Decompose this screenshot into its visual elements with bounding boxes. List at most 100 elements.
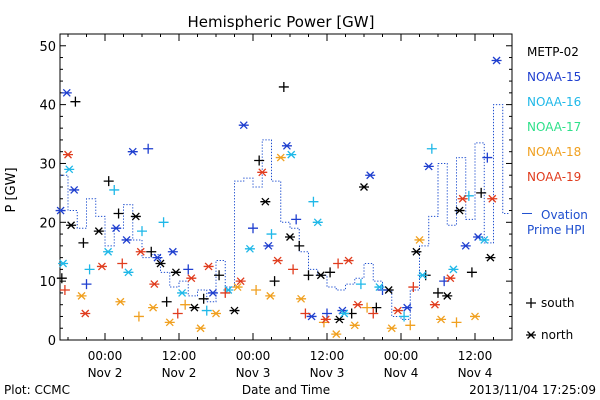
x-tick-time-label: 12:00 — [162, 349, 197, 363]
south-marker — [146, 246, 157, 257]
north-marker — [76, 291, 87, 300]
north-marker — [334, 315, 345, 324]
north-marker — [55, 206, 66, 215]
north-marker — [414, 236, 425, 244]
north-marker — [203, 262, 214, 271]
north-marker — [429, 300, 440, 309]
south-marker — [288, 264, 299, 275]
legend-entry: NOAA-18 — [527, 145, 581, 159]
south-marker — [362, 302, 373, 313]
north-marker — [152, 253, 163, 262]
x-axis: 00:00 Nov 2 12:00 Nov 2 00:00 Nov 3 12:00 Nov 3… — [67, 34, 513, 380]
south-marker — [526, 298, 536, 308]
x-tick-date-label: Nov 3 — [236, 366, 271, 380]
south-marker — [201, 305, 212, 316]
north-marker — [402, 303, 413, 312]
north-marker — [423, 162, 434, 171]
north-marker — [312, 218, 323, 227]
south-marker — [322, 308, 332, 319]
x-tick-time-label: 12:00 — [310, 349, 345, 363]
north-marker — [111, 224, 122, 233]
footer-plot-credit: Plot: CCMC — [4, 383, 70, 397]
north-marker — [411, 247, 422, 256]
north-marker — [479, 236, 490, 244]
north-marker — [260, 197, 271, 206]
x-tick-time-label: 00:00 — [88, 349, 123, 363]
north-marker — [167, 247, 178, 256]
y-tick-label: 40 — [39, 99, 56, 114]
x-tick-date-label: Nov 2 — [162, 366, 197, 380]
south-marker — [451, 317, 462, 328]
south-marker — [84, 264, 95, 275]
series-noaa-16 — [58, 143, 490, 322]
north-marker — [195, 324, 206, 333]
north-marker — [281, 141, 292, 150]
legend-entry: NOAA-17 — [527, 120, 581, 134]
north-marker — [491, 56, 502, 65]
south-marker — [466, 267, 477, 278]
north-marker — [296, 294, 307, 303]
north-marker — [365, 171, 376, 180]
north-marker — [244, 244, 255, 253]
south-marker — [399, 311, 410, 322]
x-tick-time-label: 12:00 — [458, 349, 493, 363]
north-marker — [275, 153, 286, 162]
south-marker — [161, 296, 172, 307]
legend-marker-label: south — [541, 296, 575, 310]
south-marker — [476, 187, 487, 198]
north-marker — [96, 262, 107, 271]
x-tick-time-label: 00:00 — [236, 349, 271, 363]
south-marker — [81, 279, 92, 290]
south-marker — [482, 152, 493, 163]
south-marker — [333, 258, 344, 269]
x-tick-time-label: 00:00 — [384, 349, 419, 363]
south-marker — [371, 302, 382, 313]
south-marker — [251, 284, 262, 295]
footer-timestamp: 2013/11/04 17:25:09 — [469, 383, 596, 397]
x-axis-label: Date and Time — [242, 383, 330, 397]
south-marker — [355, 279, 366, 290]
south-marker — [254, 155, 265, 166]
south-marker — [433, 287, 443, 298]
north-marker — [460, 241, 471, 250]
data-markers — [55, 56, 502, 339]
north-marker — [272, 256, 283, 265]
north-marker — [229, 306, 240, 315]
north-marker — [186, 274, 197, 283]
north-marker — [238, 121, 249, 130]
series-noaa-15 — [55, 56, 502, 321]
ovation-hpi-line — [60, 104, 532, 320]
north-marker — [257, 168, 268, 177]
legend-entry: METP-02 — [527, 45, 579, 59]
north-marker — [130, 212, 141, 221]
y-tick-label: 30 — [39, 157, 56, 172]
north-marker — [339, 309, 350, 318]
south-marker — [198, 293, 209, 304]
south-marker — [143, 143, 154, 154]
south-marker — [103, 176, 114, 187]
south-marker — [220, 287, 231, 298]
north-marker — [115, 297, 126, 306]
x-tick-date-label: Nov 3 — [310, 366, 345, 380]
legend-ovation-line1: Ovation — [541, 208, 588, 222]
y-tick-label: 50 — [39, 40, 56, 55]
north-marker — [232, 283, 243, 291]
north-marker — [343, 256, 354, 265]
north-marker — [69, 185, 80, 194]
south-marker — [269, 276, 280, 287]
x-tick-date-label: Nov 2 — [88, 366, 123, 380]
north-marker — [374, 283, 385, 291]
legend-entry: NOAA-16 — [527, 95, 581, 109]
north-marker — [320, 315, 331, 324]
x-tick-date-label: Nov 4 — [384, 366, 419, 380]
north-marker — [235, 277, 246, 286]
south-marker — [180, 299, 191, 310]
north-marker — [331, 330, 342, 339]
north-marker — [63, 150, 73, 159]
north-marker — [417, 271, 428, 280]
north-marker — [448, 265, 459, 274]
north-marker — [487, 194, 498, 203]
north-marker — [64, 165, 75, 174]
south-marker — [308, 196, 319, 207]
south-marker — [113, 208, 124, 219]
